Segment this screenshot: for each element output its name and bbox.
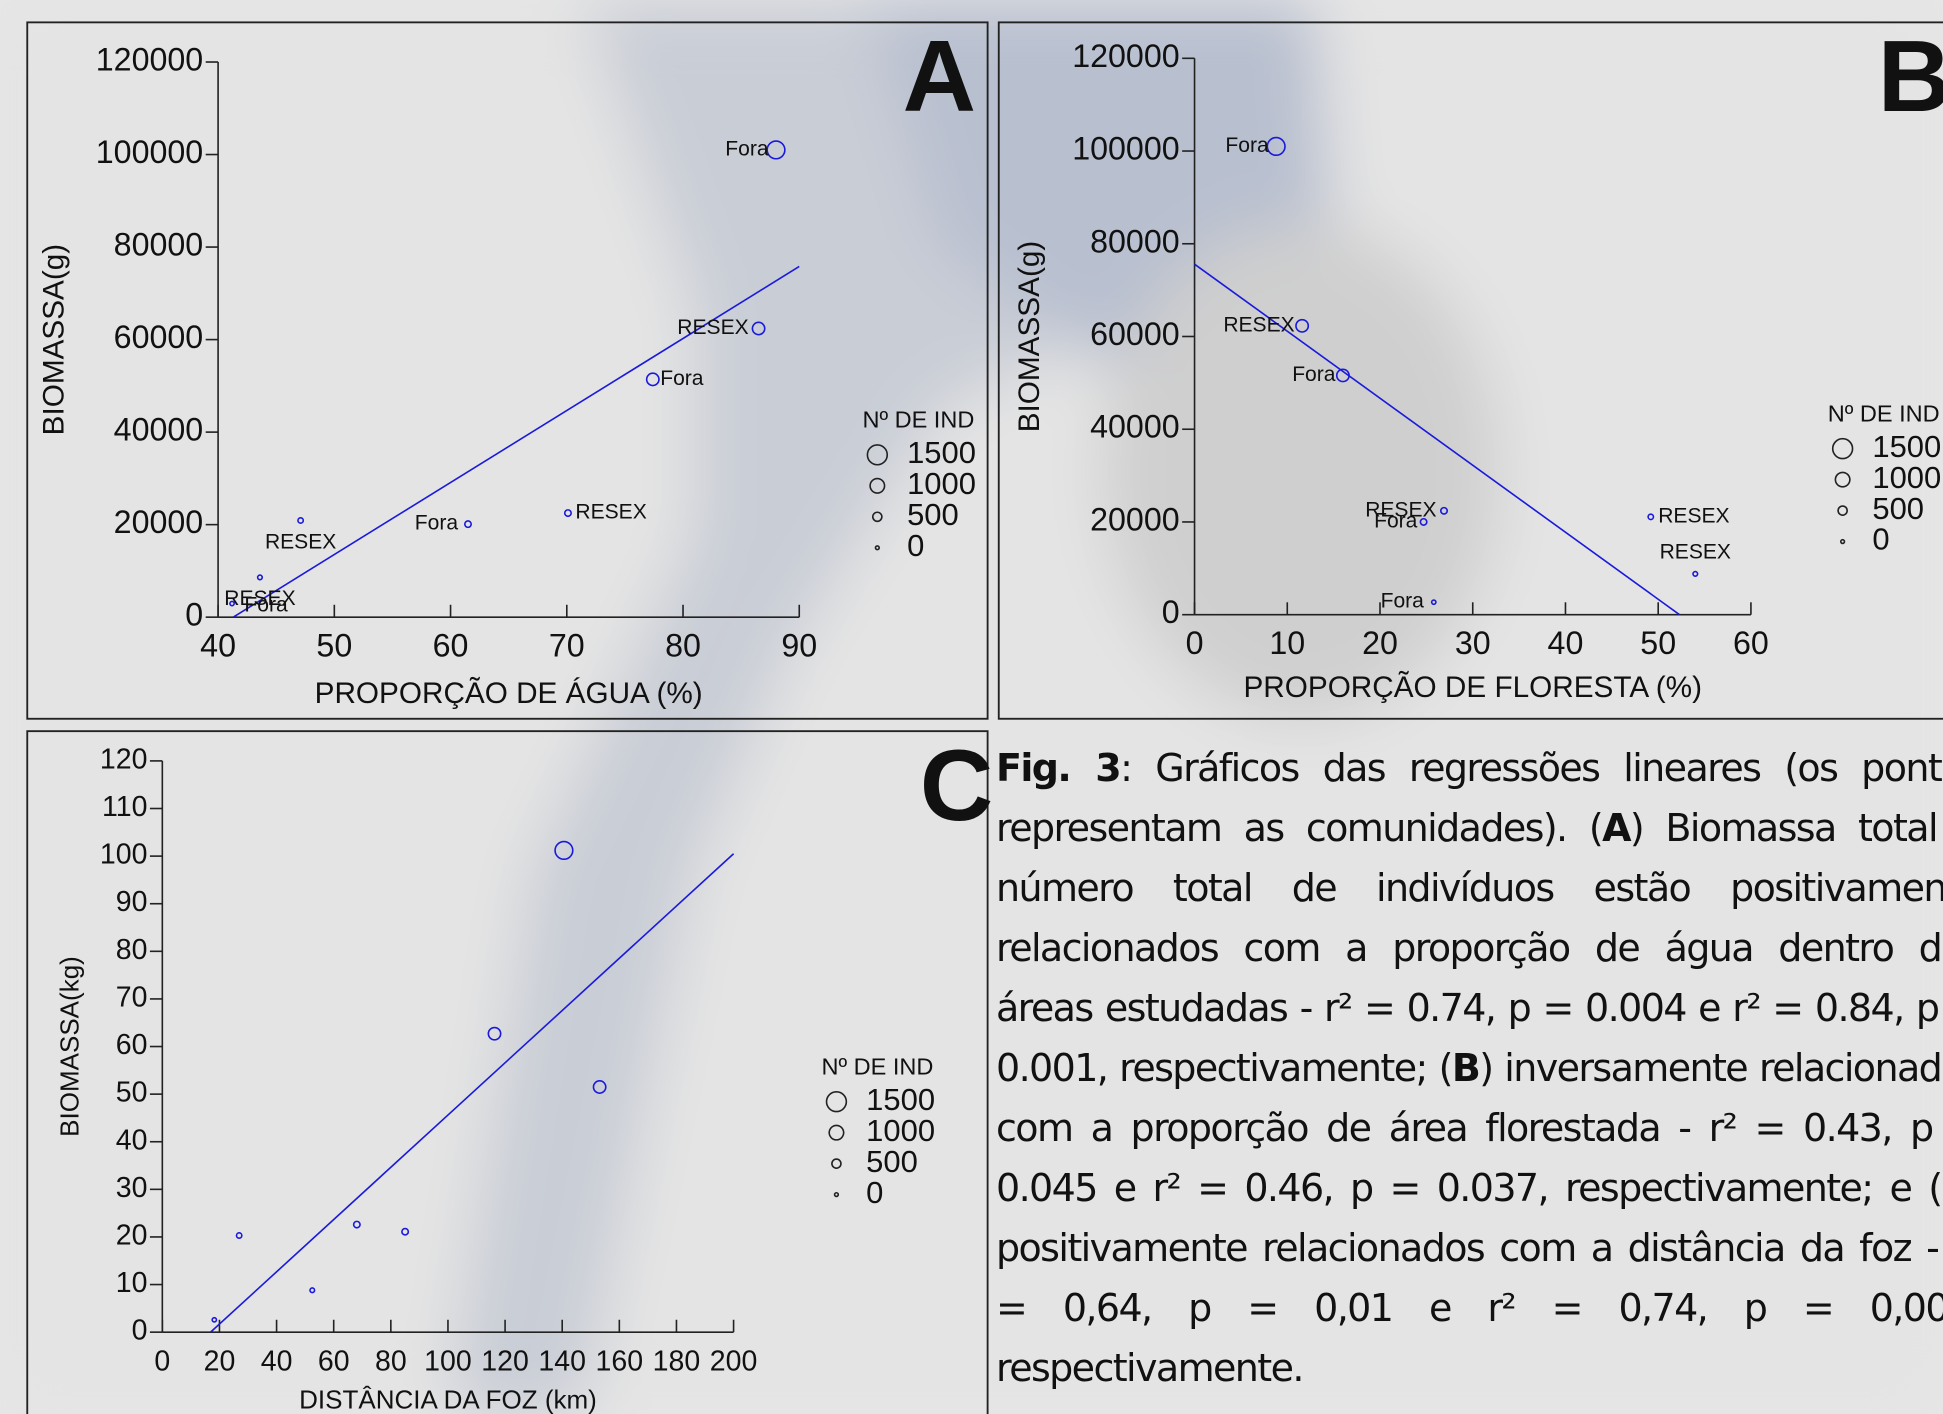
x-tick-label: 20 <box>1362 625 1398 661</box>
y-tick-label: 80000 <box>114 227 204 263</box>
x-tick-label: 60 <box>318 1346 350 1378</box>
y-tick-label: 50 <box>116 1077 148 1109</box>
panel-letter: C <box>920 728 993 842</box>
x-axis-label: PROPORÇÃO DE FLORESTA (%) <box>1243 670 1702 704</box>
point-label: Fora <box>660 367 704 390</box>
y-tick-label: 70 <box>116 981 148 1013</box>
x-tick-label: 80 <box>375 1346 407 1378</box>
point-label: RESEX <box>1223 313 1294 336</box>
x-tick-label: 90 <box>781 628 817 664</box>
point-label: Fora <box>1225 134 1269 157</box>
x-tick-label: 40 <box>1548 625 1584 661</box>
x-tick-label: 160 <box>596 1346 644 1378</box>
point-label: RESEX <box>677 316 748 339</box>
legend-label: 500 <box>866 1144 918 1179</box>
x-tick-label: 30 <box>1455 625 1491 661</box>
point-label: RESEX <box>575 501 646 524</box>
y-tick-label: 20000 <box>114 504 204 540</box>
y-axis-label: BIOMASSA(g) <box>1013 241 1046 433</box>
legend-label: 0 <box>866 1175 883 1210</box>
point-label: RESEX <box>1660 540 1731 563</box>
caption-text: B <box>1452 1046 1479 1090</box>
legend-label: 0 <box>907 528 924 563</box>
legend-title: Nº DE IND <box>1828 400 1940 426</box>
caption-clip: Fig. 3: Gráficos das regressões lineares… <box>996 738 1943 1414</box>
y-tick-label: 80 <box>116 934 148 966</box>
legend-label: 1500 <box>1872 429 1941 464</box>
y-tick-label: 90 <box>116 886 148 918</box>
y-tick-label: 0 <box>132 1315 148 1347</box>
x-tick-label: 100 <box>424 1346 472 1378</box>
caption-text: Fig. 3 <box>996 746 1120 790</box>
legend-label: 1500 <box>907 435 976 470</box>
x-axis-label: DISTÂNCIA DA FOZ (km) <box>299 1384 597 1414</box>
legend-label: 500 <box>907 497 959 532</box>
x-tick-label: 0 <box>1186 625 1204 661</box>
legend-label: 1000 <box>907 466 976 501</box>
x-tick-label: 60 <box>1733 625 1769 661</box>
y-tick-label: 40 <box>116 1124 148 1156</box>
y-axis-label: BIOMASSA(g) <box>38 244 71 436</box>
x-tick-label: 50 <box>1640 625 1676 661</box>
x-tick-label: 180 <box>653 1346 701 1378</box>
page: A020000400006000080000100000120000405060… <box>0 0 1943 1414</box>
y-tick-label: 100000 <box>1072 131 1179 167</box>
y-tick-label: 60 <box>116 1029 148 1061</box>
panel-letter: A <box>903 19 976 133</box>
point-label: RESEX <box>265 530 336 553</box>
point-label: Fora <box>1292 363 1336 386</box>
legend-label: 1500 <box>866 1082 935 1117</box>
x-tick-label: 40 <box>200 628 236 664</box>
point-label: Fora <box>725 137 769 160</box>
y-tick-label: 120000 <box>1072 38 1179 74</box>
x-tick-label: 40 <box>261 1346 293 1378</box>
y-tick-label: 110 <box>102 791 147 823</box>
caption: Fig. 3: Gráficos das regressões lineares… <box>996 738 1943 1398</box>
y-tick-label: 10 <box>116 1267 148 1299</box>
y-tick-label: 100000 <box>96 134 203 170</box>
y-tick-label: 20000 <box>1090 501 1180 537</box>
legend-title: Nº DE IND <box>862 407 974 433</box>
y-tick-label: 60000 <box>1090 316 1180 352</box>
y-tick-label: 60000 <box>114 319 204 355</box>
legend-title: Nº DE IND <box>822 1053 934 1079</box>
x-tick-label: 80 <box>665 628 701 664</box>
x-tick-label: 50 <box>316 628 352 664</box>
y-tick-label: 40000 <box>114 412 204 448</box>
point-label: Fora <box>1381 590 1425 613</box>
point-label: Fora <box>244 594 288 617</box>
x-axis-label: PROPORÇÃO DE ÁGUA (%) <box>315 676 703 710</box>
x-tick-label: 140 <box>538 1346 586 1378</box>
x-tick-label: 70 <box>549 628 585 664</box>
x-tick-label: 10 <box>1269 625 1305 661</box>
x-tick-label: 60 <box>433 628 469 664</box>
x-tick-label: 20 <box>204 1346 236 1378</box>
legend-label: 1000 <box>1872 460 1941 495</box>
panel-letter: B <box>1878 19 1943 133</box>
legend-label: 0 <box>1872 522 1889 557</box>
y-tick-label: 30 <box>116 1172 148 1204</box>
y-tick-label: 100 <box>100 839 148 871</box>
legend-label: 500 <box>1872 491 1924 526</box>
point-label: Fora <box>415 512 459 535</box>
point-label: Fora <box>1374 510 1418 533</box>
point-label: RESEX <box>1658 504 1729 527</box>
y-tick-label: 40000 <box>1090 409 1180 445</box>
x-tick-label: 200 <box>710 1346 758 1378</box>
y-tick-label: 120000 <box>96 42 203 78</box>
y-tick-label: 80000 <box>1090 223 1180 259</box>
caption-text: A <box>1602 806 1630 850</box>
y-axis-label: BIOMASSA(kg) <box>55 956 85 1137</box>
legend-label: 1000 <box>866 1113 935 1148</box>
x-tick-label: 120 <box>481 1346 529 1378</box>
y-tick-label: 120 <box>100 743 148 775</box>
y-tick-label: 0 <box>1162 594 1180 630</box>
x-tick-label: 0 <box>154 1346 170 1378</box>
y-tick-label: 20 <box>116 1219 148 1251</box>
